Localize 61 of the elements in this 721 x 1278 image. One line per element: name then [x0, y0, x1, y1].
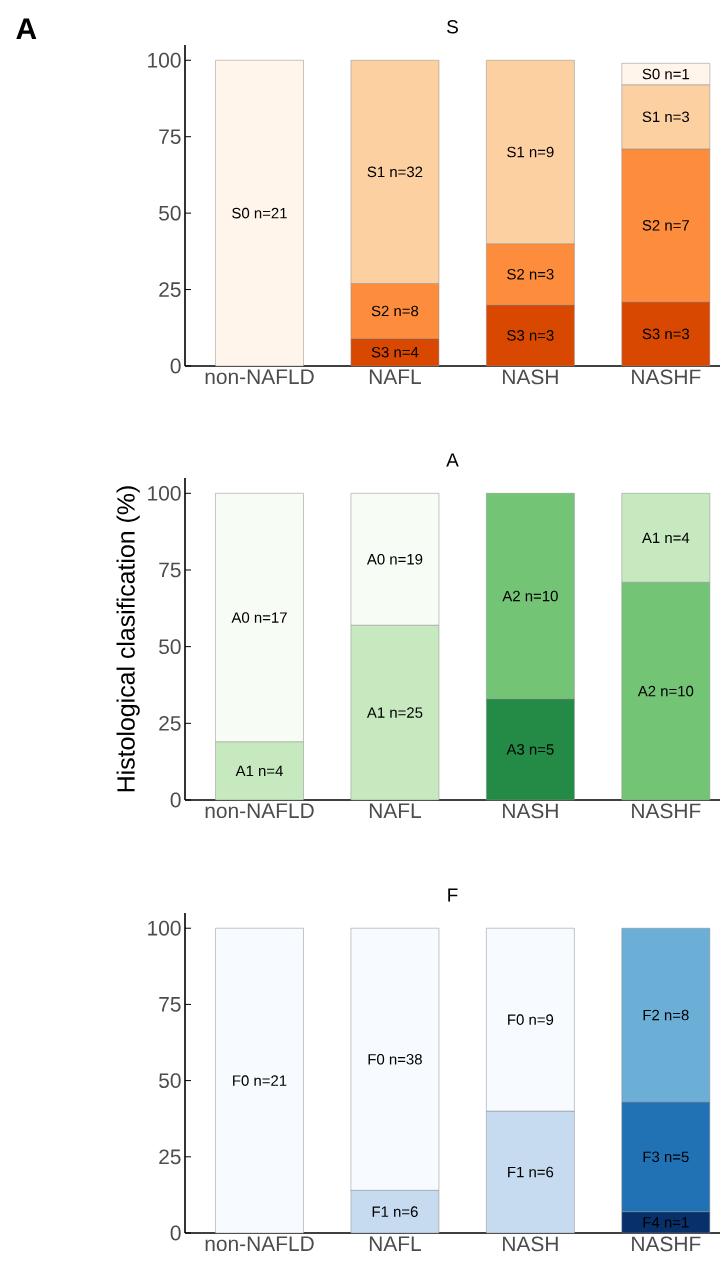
x-tick-label: NAFL	[369, 1236, 421, 1251]
data-label: F1 n=6	[508, 1166, 554, 1178]
data-label: F0 n=21	[233, 1075, 287, 1086]
x-tick-label: NAFL	[369, 369, 421, 384]
y-axis-title: Histological clasification (%)	[116, 486, 140, 792]
data-label: S3 n=3	[507, 330, 554, 341]
data-label: S2 n=7	[642, 220, 689, 231]
data-label: F1 n=6	[372, 1206, 418, 1217]
x-tick-label: non-NAFLD	[205, 369, 314, 385]
bar	[215, 60, 304, 367]
y-tick-label: 100	[148, 52, 181, 68]
y-tick-label: 50	[159, 1073, 181, 1089]
data-label: S0 n=21	[232, 207, 287, 219]
data-label: A1 n=4	[235, 765, 283, 776]
y-tick-label: 25	[159, 715, 181, 731]
y-tick-label: 75	[159, 562, 181, 578]
x-tick-label: NASHF	[632, 369, 701, 385]
y-tick-label: 25	[159, 282, 181, 297]
data-label: S1 n=9	[507, 146, 554, 158]
data-label: S3 n=3	[642, 328, 690, 340]
chart-title: F	[448, 888, 458, 902]
x-tick-label: NASH	[503, 803, 558, 819]
x-tick-label: NASH	[503, 1236, 558, 1252]
data-label: A2 n=10	[637, 685, 694, 697]
data-label: F0 n=9	[508, 1014, 554, 1025]
y-tick-label: 0	[170, 358, 181, 374]
data-label: F0 n=38	[368, 1053, 422, 1065]
x-tick-label: non-NAFLD	[205, 803, 314, 819]
x-tick-label: NASHF	[632, 1236, 701, 1252]
data-label: S3 n=4	[371, 346, 419, 358]
y-tick-label: 75	[159, 129, 181, 144]
y-tick-label: 0	[170, 792, 181, 808]
data-label: F2 n=8	[643, 1009, 689, 1021]
x-tick-label: NASHF	[632, 803, 701, 819]
x-tick-label: NASH	[503, 369, 558, 385]
data-label: F4 n=1	[643, 1217, 689, 1228]
y-tick-label: 100	[148, 485, 181, 501]
data-label: S1 n=32	[367, 166, 423, 178]
data-label: S0 n=1	[642, 68, 689, 80]
chart-title: S	[447, 20, 458, 34]
data-label: A3 n=5	[506, 744, 554, 755]
y-tick-label: 0	[170, 1225, 181, 1241]
y-tick-label: 50	[159, 205, 181, 221]
data-label: A2 n=10	[502, 590, 558, 602]
data-label: A1 n=4	[641, 532, 690, 543]
text: A	[16, 18, 37, 40]
x-tick-label: non-NAFLD	[205, 1236, 314, 1252]
data-label: A0 n=17	[231, 612, 287, 623]
chart-title: A	[446, 453, 459, 467]
data-label: F3 n=5	[643, 1151, 689, 1163]
data-label: S1 n=3	[642, 111, 690, 123]
data-label: A0 n=19	[366, 553, 423, 565]
y-tick-label: 100	[148, 920, 181, 936]
data-label: S2 n=3	[507, 268, 554, 280]
y-tick-label: 50	[159, 639, 181, 655]
data-label: A1 n=25	[366, 707, 423, 718]
y-tick-label: 75	[159, 997, 181, 1012]
x-tick-label: NAFL	[369, 803, 421, 818]
data-label: S2 n=8	[371, 305, 419, 317]
y-tick-label: 25	[159, 1149, 181, 1165]
bar	[215, 927, 304, 1234]
